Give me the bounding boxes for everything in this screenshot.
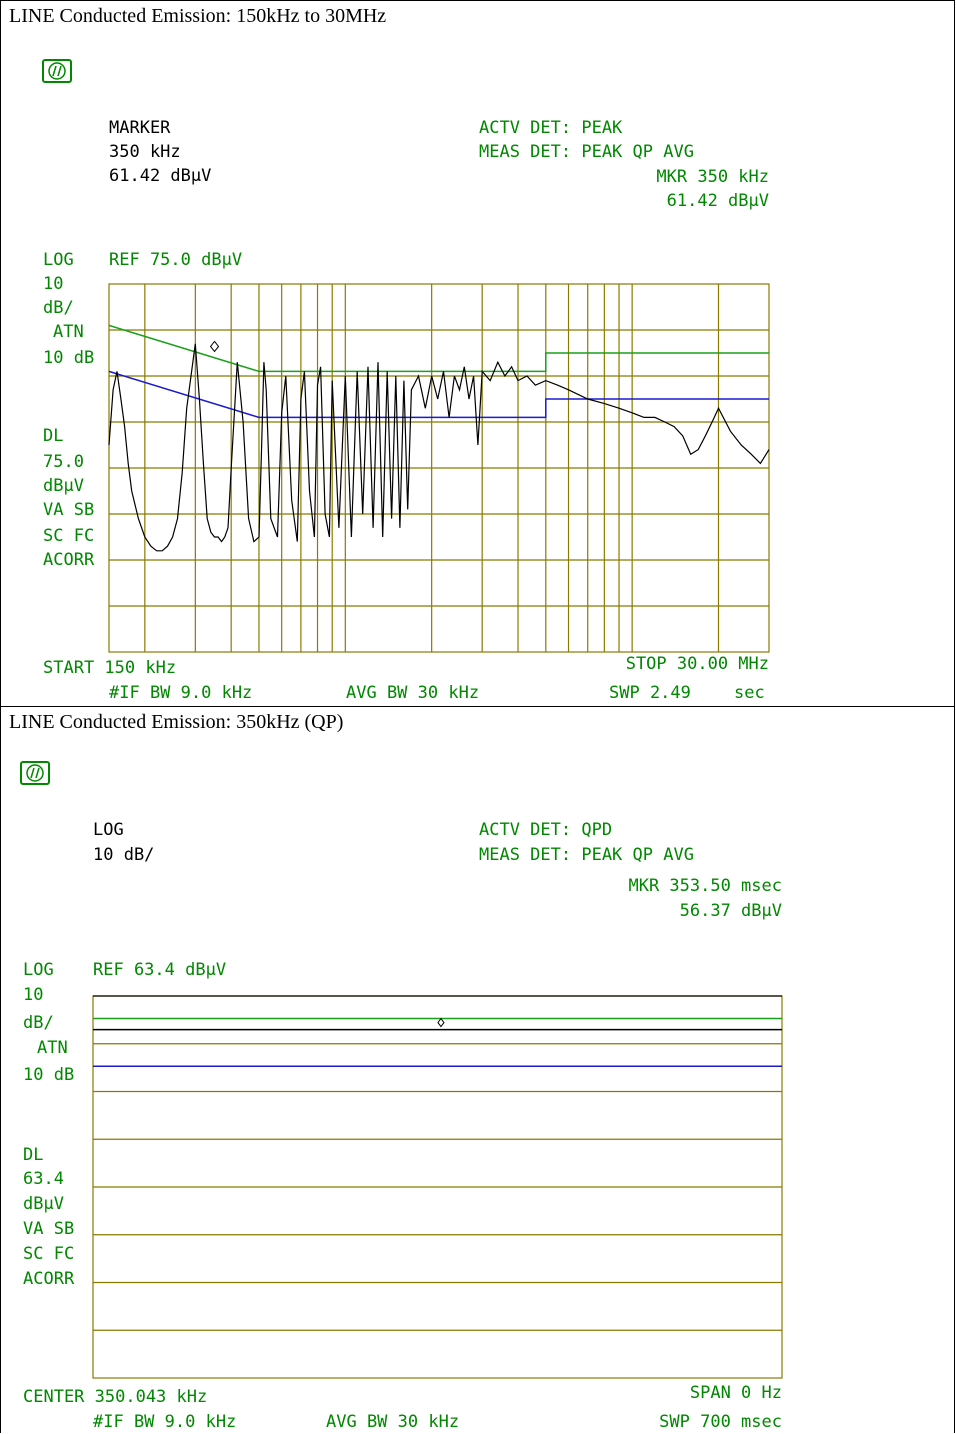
qp-limit-line [108,324,769,373]
left-annotation: 75.0 [43,452,84,472]
panel-2-cell: LINE Conducted Emission: 350kHz (QP) LOG… [0,706,955,1433]
left-annotation: 10 [23,985,43,1005]
info-left-line: MARKER [109,118,171,138]
left-annotation: DL [43,426,63,446]
left-annotation: dBµV [23,1194,64,1214]
panel-1-screen: MARKER 350 kHz 61.42 dBµV ACTV DET: PEAK MEA… [42,59,770,703]
panel-2-caption: LINE Conducted Emission: 350kHz (QP) [9,711,344,733]
info-left-line: 350 kHz [109,142,181,162]
left-annotation: VA SB [43,500,94,520]
left-annotation: 10 dB [23,1065,74,1085]
left-annotation: 10 [43,274,63,294]
graticule [92,995,783,1379]
start-frequency: START 150 kHz [43,658,176,678]
left-annotation: dBµV [43,476,84,496]
peak-trace [108,343,770,552]
sweep-unit: sec [734,683,765,703]
reference-level: REF 75.0 dBµV [109,250,242,270]
left-annotation: 10 dB [43,348,94,368]
graticule [108,283,770,653]
if-bandwidth: #IF BW 9.0 kHz [109,683,252,703]
left-annotation: 63.4 [23,1169,64,1189]
panel-1-cell: LINE Conducted Emission: 150kHz to 30MHz… [0,0,955,707]
marker-diamond [437,1017,445,1028]
sweep-time: SWP 700 msec [659,1412,782,1432]
panel-1-caption: LINE Conducted Emission: 150kHz to 30MHz [9,5,387,27]
marker-time: MKR 353.50 msec [628,876,782,896]
avg-limit-line [108,370,769,419]
measure-detector: MEAS DET: PEAK QP AVG [479,845,694,865]
if-bandwidth: #IF BW 9.0 kHz [93,1412,236,1432]
marker-frequency: MKR 350 kHz [656,167,769,187]
hp-logo-icon [20,761,50,785]
active-detector: ACTV DET: QPD [479,820,612,840]
left-annotation: ATN [37,1038,68,1058]
measure-detector: MEAS DET: PEAK QP AVG [479,142,694,162]
active-detector: ACTV DET: PEAK [479,118,623,138]
left-annotation: DL [23,1145,43,1165]
left-annotation: ATN [53,322,84,342]
span: SPAN 0 Hz [690,1383,782,1403]
left-annotation: VA SB [23,1219,74,1239]
marker-level: 61.42 dBµV [667,191,769,211]
left-annotation: SC FC [23,1244,74,1264]
hp-logo-icon [42,59,72,83]
info-left-line: 61.42 dBµV [109,166,211,186]
marker-level: 56.37 dBµV [680,901,782,921]
left-annotation: dB/ [23,1013,54,1033]
stop-frequency: STOP 30.00 MHz [626,654,769,674]
avg-bandwidth: AVG BW 30 kHz [326,1412,459,1432]
left-annotation: ACORR [23,1269,75,1289]
marker-diamond [209,340,220,353]
left-annotation: dB/ [43,298,74,318]
avg-bandwidth: AVG BW 30 kHz [346,683,479,703]
reference-level: REF 63.4 dBµV [93,960,226,980]
center-frequency: CENTER 350.043 kHz [23,1387,207,1407]
scale-label: LOG [23,960,54,980]
scale-per-division: 10 dB/ [93,845,154,865]
scale-label: LOG [43,250,74,270]
panel-2-screen: LOG 10 dB/ACTV DET: QPD MEAS DET: PEAK QP … [20,761,783,1432]
scale-type: LOG [93,820,124,840]
left-annotation: ACORR [43,550,95,570]
left-annotation: SC FC [43,526,94,546]
sweep-time: SWP 2.49 [609,683,691,703]
